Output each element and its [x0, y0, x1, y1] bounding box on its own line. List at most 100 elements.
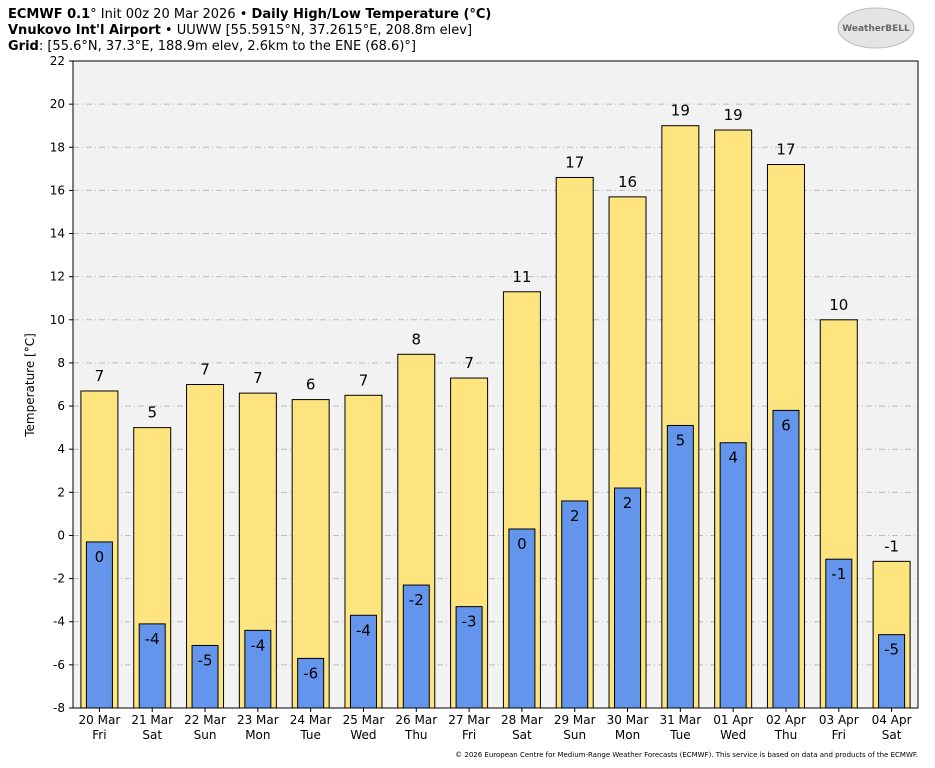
x-tick-sublabel: Fri	[92, 728, 106, 742]
low-label: -1	[831, 565, 846, 583]
low-bar	[138, 623, 166, 709]
low-label: 0	[517, 535, 527, 553]
low-label: 6	[781, 416, 791, 434]
y-tick-label: -8	[53, 701, 65, 715]
low-label: 0	[95, 548, 105, 566]
y-tick-label: -4	[53, 615, 65, 629]
x-tick-label: 02 Apr	[766, 713, 806, 727]
low-bar	[244, 629, 272, 709]
low-label: -5	[884, 641, 899, 659]
low-label: -6	[303, 664, 318, 682]
title-line: Vnukovo Int'l Airport • UUWW [55.5915°N,…	[8, 23, 472, 38]
y-tick-label: 12	[50, 270, 65, 284]
x-tick-sublabel: Sat	[142, 728, 162, 742]
y-tick-label: 4	[57, 442, 65, 456]
high-label: 8	[412, 330, 422, 348]
low-bar	[614, 487, 642, 709]
high-label: 7	[253, 369, 263, 387]
title-segment: • UUWW [55.5915°N, 37.2615°E, 208.8m ele…	[161, 23, 472, 38]
y-tick-label: 8	[57, 356, 65, 370]
low-label: -3	[462, 613, 477, 631]
high-label: 16	[618, 173, 637, 191]
x-tick-sublabel: Sat	[882, 728, 902, 742]
high-label: 17	[565, 153, 584, 171]
plot-frame	[72, 60, 919, 709]
title-segment: ECMWF 0.1	[8, 7, 90, 22]
low-label: 2	[623, 494, 633, 512]
high-label: 6	[306, 376, 316, 394]
title-segment: Daily High/Low Temperature (°C)	[252, 7, 492, 22]
low-label: -4	[356, 621, 371, 639]
x-tick-sublabel: Wed	[350, 728, 376, 742]
high-label: 5	[147, 404, 157, 422]
x-tick-sublabel: Fri	[832, 728, 846, 742]
title-segment: ° Init 00z 20 Mar 2026 •	[90, 7, 251, 22]
x-tick-label: 31 Mar	[659, 713, 701, 727]
x-tick-sublabel: Mon	[615, 728, 640, 742]
title-segment: Vnukovo Int'l Airport	[8, 23, 161, 38]
y-tick-label: 14	[50, 227, 65, 241]
title-line: ECMWF 0.1° Init 00z 20 Mar 2026 • Daily …	[8, 7, 491, 22]
x-tick-label: 20 Mar	[79, 713, 121, 727]
x-tick-label: 24 Mar	[290, 713, 332, 727]
x-tick-sublabel: Thu	[404, 728, 428, 742]
high-label: 7	[95, 367, 105, 385]
x-tick-label: 25 Mar	[343, 713, 385, 727]
low-bar	[85, 541, 113, 709]
title-segment: : [55.6°N, 37.3°E, 188.9m elev, 2.6km to…	[39, 39, 416, 54]
y-tick-label: 18	[50, 140, 65, 154]
high-label: 17	[776, 141, 795, 159]
x-tick-label: 03 Apr	[819, 713, 859, 727]
x-tick-label: 04 Apr	[872, 713, 912, 727]
high-label: 10	[829, 296, 848, 314]
low-label: 2	[570, 507, 580, 525]
low-bar	[508, 528, 536, 709]
low-bar	[719, 442, 747, 709]
credit: © 2026 European Centre for Medium-Range …	[455, 751, 918, 759]
low-label: 5	[676, 431, 686, 449]
x-tick-label: 30 Mar	[607, 713, 649, 727]
logo-badge	[837, 7, 915, 49]
low-label: 4	[728, 449, 738, 467]
x-tick-sublabel: Wed	[720, 728, 746, 742]
low-label: -5	[198, 651, 213, 669]
high-label: 7	[464, 354, 474, 372]
y-tick-label: -6	[53, 658, 65, 672]
x-tick-sublabel: Fri	[462, 728, 476, 742]
y-tick-label: 22	[50, 54, 65, 68]
y-tick-label: 2	[57, 485, 65, 499]
high-label: 7	[200, 361, 210, 379]
y-tick-label: 16	[50, 183, 65, 197]
high-label: 11	[512, 268, 531, 286]
x-tick-label: 22 Mar	[184, 713, 226, 727]
x-tick-label: 29 Mar	[554, 713, 596, 727]
x-tick-label: 23 Mar	[237, 713, 279, 727]
x-tick-sublabel: Thu	[774, 728, 798, 742]
x-tick-label: 21 Mar	[131, 713, 173, 727]
low-bar	[825, 558, 853, 709]
y-axis-label: Temperature [°C]	[23, 333, 37, 438]
y-tick-label: -2	[53, 572, 65, 586]
high-label: -1	[884, 537, 899, 555]
x-tick-label: 28 Mar	[501, 713, 543, 727]
low-bar	[455, 606, 483, 709]
low-bar	[772, 409, 800, 709]
low-bar	[561, 500, 589, 709]
low-label: -4	[250, 636, 265, 654]
x-tick-sublabel: Sun	[194, 728, 217, 742]
low-bar	[666, 424, 694, 709]
high-label: 7	[359, 371, 369, 389]
y-tick-label: 10	[50, 313, 65, 327]
x-tick-label: 27 Mar	[448, 713, 490, 727]
high-label: 19	[671, 102, 690, 120]
low-label: -4	[145, 630, 160, 648]
y-tick-label: 20	[50, 97, 65, 111]
x-tick-sublabel: Sun	[563, 728, 586, 742]
x-tick-sublabel: Tue	[669, 728, 691, 742]
title-segment: Grid	[8, 39, 39, 54]
x-tick-sublabel: Mon	[245, 728, 270, 742]
x-tick-label: 26 Mar	[395, 713, 437, 727]
y-tick-label: 6	[57, 399, 65, 413]
x-tick-sublabel: Tue	[299, 728, 321, 742]
